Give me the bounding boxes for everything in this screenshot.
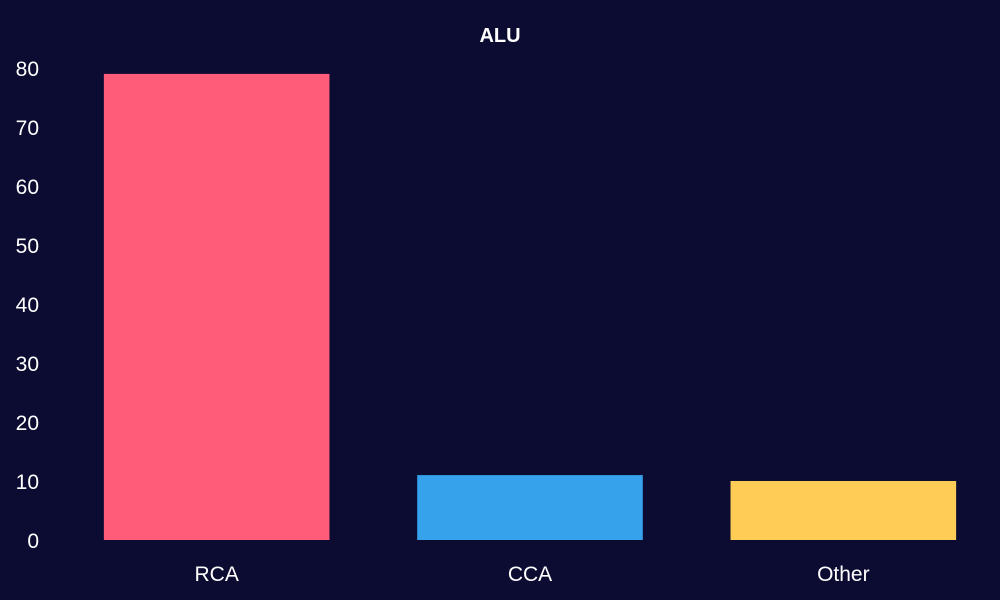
- y-tick-label: 40: [16, 294, 39, 317]
- x-axis: RCA CCA Other: [194, 563, 869, 586]
- y-tick-label: 20: [16, 412, 39, 435]
- chart-title: ALU: [479, 25, 520, 47]
- y-tick-label: 0: [27, 530, 39, 553]
- y-tick-label: 50: [16, 235, 39, 258]
- y-tick-label: 80: [16, 58, 39, 81]
- y-tick-label: 70: [16, 117, 39, 140]
- y-axis: 0 10 20 30 40 50 60 70 80: [16, 58, 39, 553]
- y-tick-label: 60: [16, 176, 39, 199]
- bars: [103, 73, 957, 541]
- x-tick-label: Other: [817, 563, 870, 586]
- bar-cca: [417, 475, 643, 540]
- y-tick-label: 30: [16, 353, 39, 376]
- bar-other: [730, 481, 957, 540]
- bar-rca: [103, 73, 330, 541]
- x-tick-label: RCA: [194, 563, 238, 586]
- y-tick-label: 10: [16, 471, 39, 494]
- x-tick-label: CCA: [508, 563, 552, 586]
